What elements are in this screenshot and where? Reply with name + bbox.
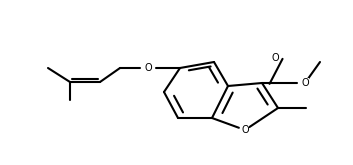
Text: O: O bbox=[144, 63, 152, 73]
Text: O: O bbox=[241, 125, 249, 135]
Text: O: O bbox=[271, 53, 279, 63]
Text: O: O bbox=[301, 78, 309, 88]
